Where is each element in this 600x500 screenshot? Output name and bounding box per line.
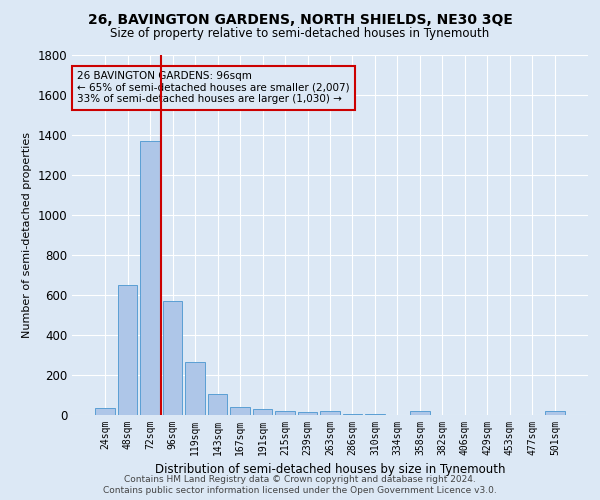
Bar: [185, 362, 205, 415]
X-axis label: Distribution of semi-detached houses by size in Tynemouth: Distribution of semi-detached houses by …: [155, 464, 505, 476]
Text: Size of property relative to semi-detached houses in Tynemouth: Size of property relative to semi-detach…: [110, 28, 490, 40]
Bar: [545, 412, 565, 415]
Bar: [410, 412, 430, 415]
Bar: [163, 301, 182, 415]
Text: Contains public sector information licensed under the Open Government Licence v3: Contains public sector information licen…: [103, 486, 497, 495]
Bar: [253, 410, 272, 415]
Text: 26 BAVINGTON GARDENS: 96sqm
← 65% of semi-detached houses are smaller (2,007)
33: 26 BAVINGTON GARDENS: 96sqm ← 65% of sem…: [77, 71, 350, 104]
Text: Contains HM Land Registry data © Crown copyright and database right 2024.: Contains HM Land Registry data © Crown c…: [124, 475, 476, 484]
Bar: [275, 411, 295, 415]
Bar: [343, 414, 362, 415]
Text: 26, BAVINGTON GARDENS, NORTH SHIELDS, NE30 3QE: 26, BAVINGTON GARDENS, NORTH SHIELDS, NE…: [88, 12, 512, 26]
Bar: [118, 286, 137, 415]
Bar: [365, 414, 385, 415]
Bar: [140, 141, 160, 415]
Y-axis label: Number of semi-detached properties: Number of semi-detached properties: [22, 132, 32, 338]
Bar: [230, 407, 250, 415]
Bar: [95, 408, 115, 415]
Bar: [208, 394, 227, 415]
Bar: [320, 411, 340, 415]
Bar: [298, 412, 317, 415]
